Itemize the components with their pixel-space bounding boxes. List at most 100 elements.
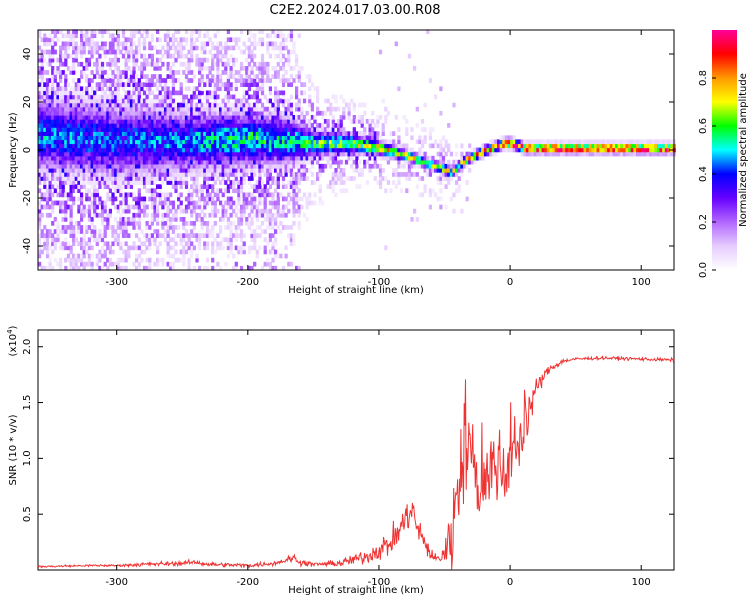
spectrogram-cell bbox=[156, 37, 160, 43]
spectrogram-cell bbox=[127, 192, 131, 198]
spectrogram-cell bbox=[169, 159, 173, 165]
spectrogram-cell bbox=[69, 94, 73, 100]
spectrogram-cell bbox=[221, 123, 225, 128]
spectrogram-cell bbox=[166, 90, 170, 96]
spectrogram-cell bbox=[174, 172, 178, 177]
spectrogram-cell bbox=[483, 143, 488, 149]
spectrogram-cell bbox=[271, 151, 275, 157]
spectrogram-cell bbox=[43, 159, 47, 165]
spectrogram-cell bbox=[74, 90, 78, 96]
spectrogram-cell bbox=[245, 172, 249, 177]
spectrogram-cell bbox=[213, 115, 217, 120]
spectrogram-cell bbox=[237, 168, 241, 173]
spectrogram-cell bbox=[145, 225, 149, 230]
spectrogram-cell bbox=[426, 168, 430, 173]
spectrogram-cell bbox=[132, 139, 136, 145]
spectrogram-cell bbox=[300, 155, 304, 161]
spectrogram-cell bbox=[169, 217, 173, 222]
spectrogram-cell bbox=[292, 139, 296, 145]
spectrogram-cell bbox=[82, 159, 86, 165]
spectrogram-cell bbox=[245, 98, 249, 104]
spectrogram-cell bbox=[45, 41, 50, 47]
spectrogram-cell bbox=[184, 147, 189, 153]
spectrogram-cell bbox=[565, 139, 569, 145]
spectrogram-cell bbox=[211, 265, 215, 271]
spectrogram-cell bbox=[219, 131, 223, 136]
spectrogram-cell bbox=[352, 135, 356, 141]
spectrogram-cell bbox=[245, 123, 249, 128]
spectrogram-cell bbox=[111, 115, 115, 120]
spectrogram-cell bbox=[98, 29, 102, 34]
spectrogram-cell bbox=[295, 143, 299, 149]
spectrogram-cell bbox=[158, 196, 162, 202]
spectrogram-cell bbox=[302, 192, 307, 198]
spectrogram-cell bbox=[428, 127, 433, 132]
spectrogram-cell bbox=[171, 155, 176, 161]
spectrogram-cell bbox=[127, 98, 131, 104]
spectrogram-cell bbox=[166, 168, 170, 173]
spectrogram-cell bbox=[66, 241, 71, 247]
spectrogram-cell bbox=[397, 159, 401, 165]
spectrogram-cell bbox=[295, 53, 299, 59]
spectrogram-cell bbox=[378, 147, 383, 153]
spectrogram-cell bbox=[66, 110, 71, 116]
spectrogram-cell bbox=[48, 33, 52, 39]
spectrogram-cell bbox=[148, 98, 152, 104]
spectrogram-cell bbox=[119, 200, 123, 206]
spectrogram-cell bbox=[82, 204, 86, 210]
spectrogram-cell bbox=[216, 45, 220, 51]
spectrogram-cell bbox=[620, 147, 624, 153]
spectrogram-cell bbox=[274, 70, 278, 75]
spectrogram-cell bbox=[192, 45, 196, 51]
spectrogram-cell bbox=[45, 265, 50, 271]
spectrogram-cell bbox=[66, 53, 71, 59]
spectrogram-cell bbox=[468, 155, 472, 161]
spectrogram-cell bbox=[208, 119, 212, 124]
spectrogram-cell bbox=[158, 66, 162, 71]
spectrogram-cell bbox=[95, 106, 99, 112]
spectrogram-cell bbox=[169, 74, 173, 79]
spectrogram-cell bbox=[297, 212, 301, 218]
spectrogram-cell bbox=[242, 168, 246, 173]
spectrogram-cell bbox=[129, 29, 134, 34]
spectrogram-cell bbox=[242, 66, 246, 71]
spectrogram-cell bbox=[103, 102, 107, 108]
spectrogram-cell bbox=[239, 151, 244, 157]
spectrogram-cell bbox=[302, 135, 307, 141]
spectrogram-cell bbox=[93, 159, 97, 165]
spectrogram-cell bbox=[85, 127, 89, 132]
spectrogram-cell bbox=[305, 151, 309, 157]
spectrogram-cell bbox=[64, 45, 68, 51]
spectrogram-cell bbox=[352, 159, 356, 165]
spectrogram-cell bbox=[266, 257, 270, 263]
spectrogram-cell bbox=[195, 192, 199, 198]
spectrogram-cell bbox=[184, 74, 189, 79]
spectrogram-cell bbox=[135, 196, 139, 202]
spectrogram-cell bbox=[166, 249, 170, 255]
spectrogram-cell bbox=[80, 41, 84, 47]
spectrogram-cell bbox=[281, 208, 286, 214]
spectrogram-cell bbox=[263, 229, 267, 234]
spectrogram-cell bbox=[148, 78, 152, 83]
spectrogram-cell bbox=[87, 41, 92, 47]
spectrogram-cell bbox=[43, 233, 47, 238]
spectrogram-cell bbox=[153, 115, 157, 120]
spectrogram-cell bbox=[229, 155, 233, 161]
spectrogram-cell bbox=[292, 147, 296, 153]
spectrogram-cell bbox=[260, 192, 265, 198]
spectrogram-cell bbox=[237, 208, 241, 214]
spectrogram-cell bbox=[297, 265, 301, 271]
spectrogram-cell bbox=[439, 143, 443, 149]
spectrogram-cell bbox=[208, 143, 212, 149]
spectrogram-cell bbox=[56, 225, 60, 230]
spectrogram-cell bbox=[271, 159, 275, 165]
spectrogram-cell bbox=[121, 115, 126, 120]
spectrogram-cell bbox=[190, 143, 194, 149]
spectrogram-cell bbox=[59, 127, 63, 132]
spectrogram-cell bbox=[192, 168, 196, 173]
spectrogram-cell bbox=[182, 143, 186, 149]
spectrogram-cell bbox=[368, 163, 372, 169]
spectrogram-cell bbox=[108, 196, 113, 202]
spectrogram-cell bbox=[575, 143, 579, 149]
spectrogram-cell bbox=[48, 172, 52, 177]
